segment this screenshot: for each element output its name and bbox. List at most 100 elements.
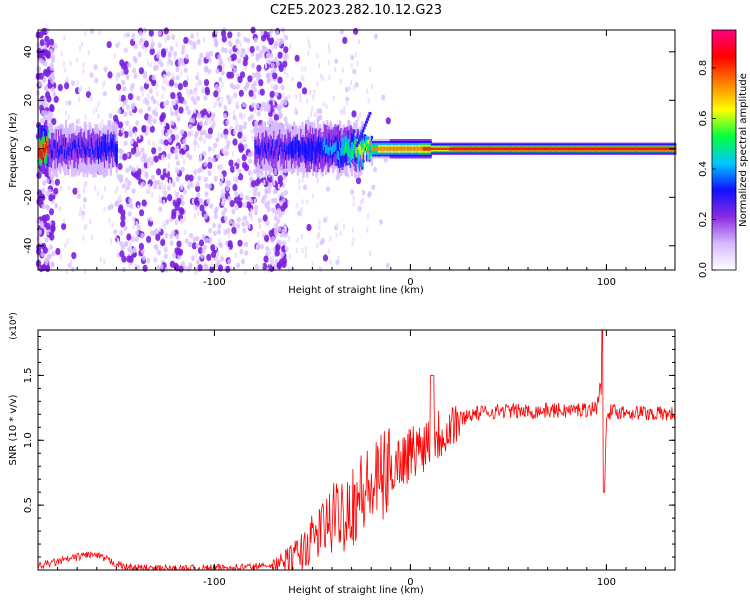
heatmap-cell [340, 147, 343, 157]
heatmap-cell [233, 176, 236, 182]
heatmap-cell [318, 224, 321, 230]
heatmap-cell [623, 147, 626, 150]
heatmap-cell [301, 247, 304, 253]
heatmap-cell [283, 46, 289, 54]
heatmap-cell [169, 79, 175, 87]
heatmap-cell [188, 123, 193, 130]
heatmap-cell [50, 150, 54, 159]
heatmap-cell [542, 147, 545, 150]
heatmap-cell [143, 40, 149, 48]
heatmap-cell [174, 82, 178, 88]
heatmap-cell [64, 243, 67, 248]
heatmap-cell [336, 150, 339, 159]
heatmap-cell [235, 38, 240, 45]
heatmap-cell [270, 198, 275, 204]
heatmap-cell [152, 140, 155, 146]
heatmap-cell [278, 239, 282, 246]
heatmap-cell [352, 149, 355, 158]
heatmap-cell [114, 142, 117, 152]
heatmap-cell [234, 253, 237, 258]
heatmap-cell [104, 186, 107, 192]
heatmap-cell [310, 137, 313, 147]
heatmap-cell [109, 133, 112, 151]
heatmap-cell [195, 252, 198, 258]
heatmap-cell [95, 106, 98, 112]
heatmap-cell [284, 245, 287, 251]
heatmap-cell [146, 127, 149, 133]
heatmap-cell [252, 187, 255, 193]
heatmap-cell [130, 82, 135, 89]
heatmap-cell [249, 197, 252, 203]
heatmap-cell [78, 97, 80, 103]
heatmap-cell [164, 37, 167, 43]
heatmap-cell [293, 140, 296, 158]
heatmap-cell [121, 79, 126, 86]
heatmap-cell [142, 264, 148, 272]
heatmap-cell [156, 81, 159, 87]
heatmap-cell [265, 53, 270, 59]
heatmap-cell [198, 79, 201, 85]
heatmap-cell [82, 235, 85, 241]
heatmap-cell [428, 146, 431, 151]
heatmap-cell [206, 110, 212, 118]
heatmap-cell [183, 229, 186, 235]
heatmap-cell [299, 92, 302, 98]
heatmap-cell [385, 117, 391, 125]
heatmap-cell [49, 104, 55, 112]
heatmap-cell [261, 142, 264, 161]
heatmap-cell [435, 147, 438, 150]
heatmap-cell [316, 243, 319, 249]
heatmap-cell [220, 70, 225, 76]
heatmap-cell [360, 132, 363, 151]
heatmap-cell [286, 73, 289, 79]
heatmap-cell [130, 87, 133, 93]
heatmap-cell [171, 73, 174, 79]
heatmap-cell [216, 255, 219, 261]
heatmap-cell [213, 213, 218, 220]
heatmap-cell [562, 147, 565, 150]
heatmap-cell [253, 198, 256, 204]
heatmap-cell [199, 130, 204, 136]
heatmap-cell [174, 111, 179, 117]
heatmap-cell [219, 166, 222, 172]
heatmap-cell [374, 146, 377, 151]
heatmap-cell [360, 132, 364, 136]
heatmap-cell [138, 134, 141, 140]
heatmap-cell [166, 185, 171, 191]
heatmap-cell [167, 51, 172, 57]
heatmap-cell [230, 265, 233, 271]
heatmap-cell [119, 230, 122, 236]
heatmap-cell [304, 66, 307, 72]
heatmap-cell [120, 209, 126, 217]
heatmap-cell [302, 76, 305, 82]
heatmap-cell [138, 30, 143, 37]
heatmap-cell [370, 146, 373, 166]
heatmap-cell [212, 230, 217, 237]
heatmap-cell [262, 262, 268, 270]
figure-title: C2E5.2023.282.10.12.G23 [270, 3, 442, 18]
heatmap-cell [205, 133, 209, 139]
heatmap-cell [136, 165, 139, 171]
heatmap-cell [151, 109, 156, 116]
heatmap-cell [361, 197, 364, 203]
heatmap-cell [98, 147, 101, 156]
heatmap-cell [312, 94, 315, 100]
heatmap-cell [282, 201, 288, 210]
heatmap-cell [267, 184, 272, 190]
heatmap-cell [50, 261, 55, 268]
heatmap-cell [62, 61, 65, 67]
heatmap-cell [267, 59, 272, 65]
heatmap-cell [546, 147, 549, 150]
heatmap-cell [469, 147, 472, 150]
heatmap-cell [119, 240, 124, 247]
heatmap-cell [272, 141, 275, 160]
heatmap-cell [614, 147, 617, 150]
heatmap-cell [269, 90, 275, 98]
heatmap-cell [167, 129, 170, 135]
heatmap-cell [235, 43, 238, 49]
heatmap-cell [255, 103, 260, 109]
y-tick-label: 1.0 [23, 432, 34, 448]
spectrogram-y-label: Frequency (Hz) [8, 112, 19, 188]
heatmap-cell [426, 146, 429, 151]
heatmap-cell [121, 62, 127, 70]
